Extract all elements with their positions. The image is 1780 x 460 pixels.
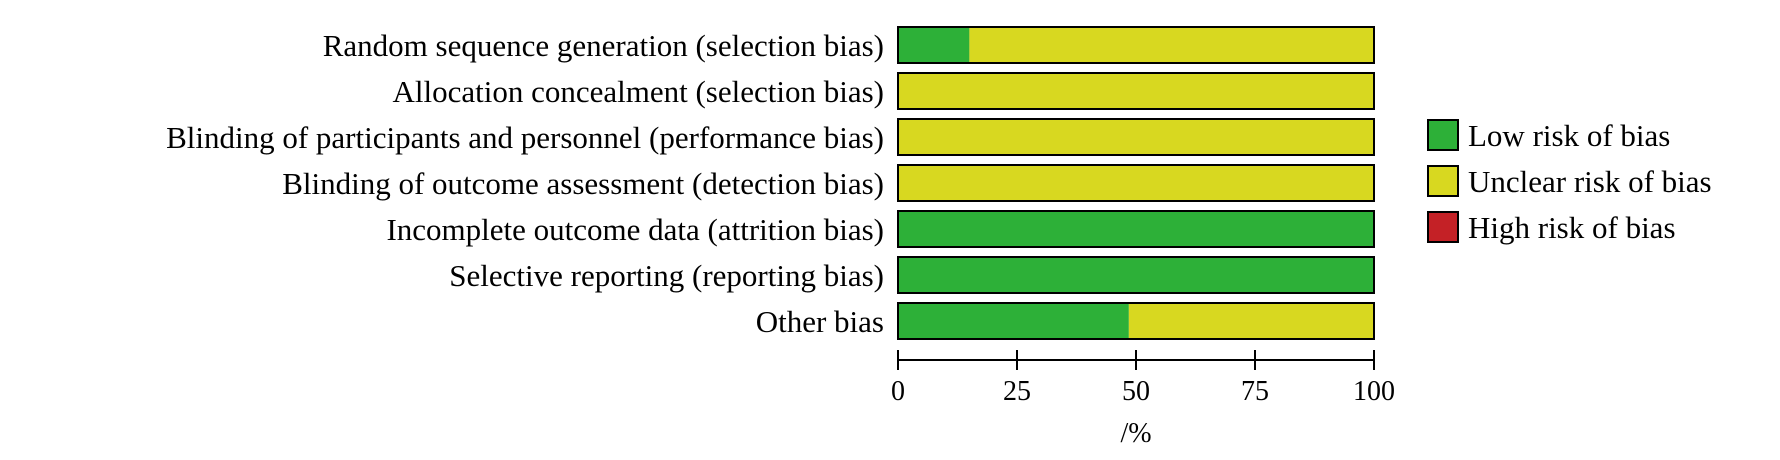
bars-group	[897, 26, 1375, 340]
bar-segment	[1128, 303, 1374, 339]
legend-item: Unclear risk of bias	[1427, 164, 1712, 199]
bar-row	[897, 72, 1375, 110]
bar-row	[897, 164, 1375, 202]
x-tick-label: 75	[1241, 376, 1269, 407]
bar-row	[897, 26, 1375, 64]
bar-row	[897, 256, 1375, 294]
x-axis-label: /%	[1120, 418, 1151, 449]
bar-segment	[898, 303, 1129, 339]
legend-item: High risk of bias	[1427, 210, 1676, 245]
bar-outline	[897, 26, 1375, 64]
category-label: Other bias	[756, 304, 884, 339]
x-tick-label: 0	[891, 376, 905, 407]
bar-segment	[898, 27, 970, 63]
bar-segment	[898, 257, 1374, 293]
category-label: Random sequence generation (selection bi…	[323, 28, 884, 63]
x-axis: 0 25 50 75 100	[891, 350, 1395, 407]
x-tick-label: 25	[1003, 376, 1031, 407]
legend-swatch	[1427, 211, 1459, 243]
bar-outline	[897, 164, 1375, 202]
category-label: Selective reporting (reporting bias)	[449, 258, 884, 293]
bar-outline	[897, 210, 1375, 248]
bar-segment	[898, 119, 1374, 155]
bar-row	[897, 210, 1375, 248]
category-label: Incomplete outcome data (attrition bias)	[386, 212, 884, 247]
category-label: Blinding of participants and personnel (…	[166, 120, 884, 155]
category-label: Allocation concealment (selection bias)	[392, 74, 884, 109]
legend-swatch	[1427, 119, 1459, 151]
category-label: Blinding of outcome assessment (detectio…	[282, 166, 884, 201]
x-tick-label: 50	[1122, 376, 1150, 407]
bar-outline	[897, 72, 1375, 110]
bar-segment	[898, 165, 1374, 201]
legend-label: Low risk of bias	[1468, 118, 1670, 153]
bar-segment	[898, 73, 1374, 109]
legend-item: Low risk of bias	[1427, 118, 1670, 153]
category-labels: Random sequence generation (selection bi…	[166, 28, 884, 339]
bar-row	[897, 118, 1375, 156]
bar-row	[897, 302, 1375, 340]
bar-outline	[897, 302, 1375, 340]
legend-swatch	[1427, 165, 1459, 197]
legend-label: High risk of bias	[1468, 210, 1676, 245]
bar-outline	[897, 118, 1375, 156]
bar-outline	[897, 256, 1375, 294]
legend-label: Unclear risk of bias	[1468, 164, 1712, 199]
bar-segment	[898, 211, 1374, 247]
x-tick-label: 100	[1353, 376, 1395, 407]
legend: Low risk of bias Unclear risk of bias High…	[1427, 118, 1712, 245]
bar-segment	[969, 27, 1374, 63]
